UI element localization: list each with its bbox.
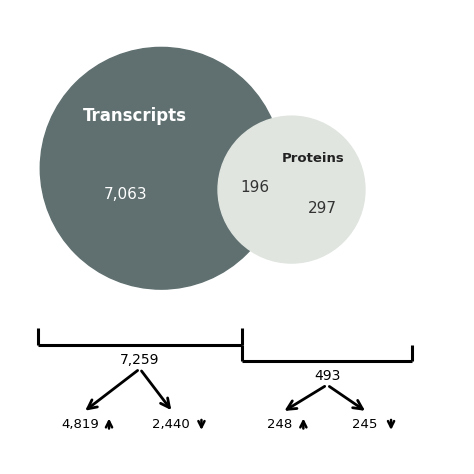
Text: Proteins: Proteins — [282, 152, 344, 165]
Circle shape — [218, 116, 365, 263]
Text: 7,063: 7,063 — [104, 187, 147, 202]
Circle shape — [40, 47, 282, 289]
Text: Transcripts: Transcripts — [83, 107, 187, 125]
Text: 493: 493 — [314, 369, 340, 383]
Text: 297: 297 — [308, 201, 337, 216]
Text: 4,819: 4,819 — [62, 418, 100, 431]
Text: 248: 248 — [267, 418, 292, 431]
Text: 7,259: 7,259 — [120, 353, 160, 367]
Text: 2,440: 2,440 — [152, 418, 190, 431]
Text: 245: 245 — [352, 418, 378, 431]
Text: 196: 196 — [240, 180, 269, 195]
